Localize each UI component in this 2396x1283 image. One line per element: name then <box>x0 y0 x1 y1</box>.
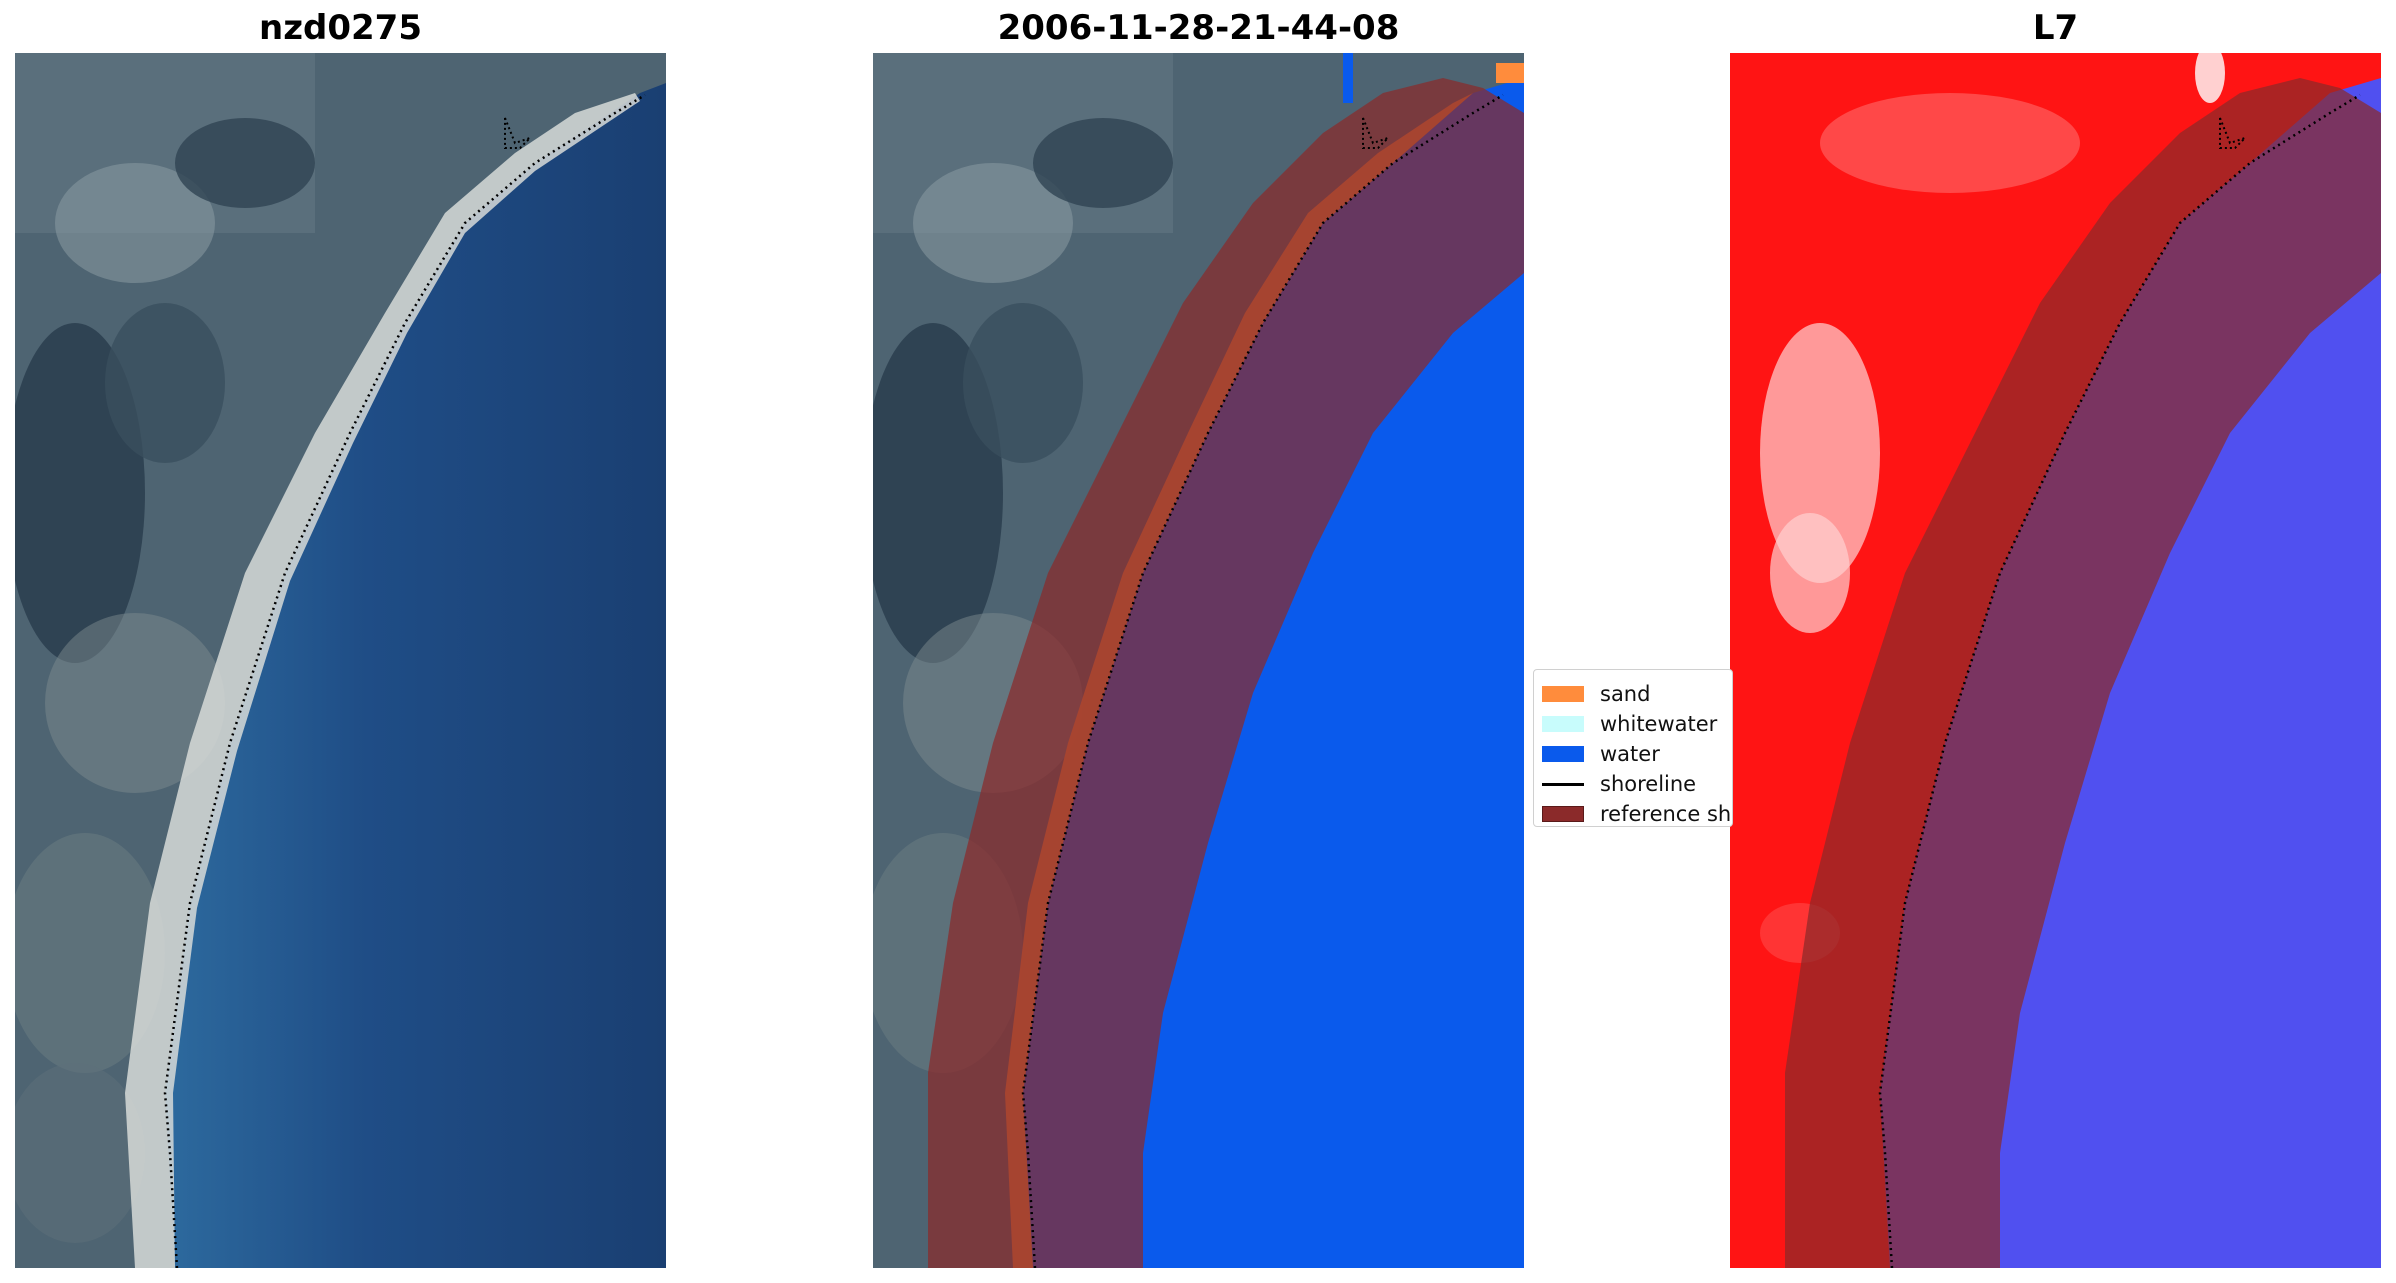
legend-swatch-whitewater <box>1542 716 1584 732</box>
classified-image <box>873 53 1524 1268</box>
legend-swatch-sand <box>1542 686 1584 702</box>
legend-item-reference-shoreline: reference sh <box>1542 800 1732 826</box>
rgb-image-panel <box>15 53 666 1268</box>
legend-label-reference-shoreline: reference sh <box>1600 802 1732 826</box>
panel-title-index: L7 <box>2032 8 2079 48</box>
legend-item-whitewater: whitewater <box>1542 710 1717 738</box>
legend-label-whitewater: whitewater <box>1600 712 1718 736</box>
legend-swatch-reference-shoreline <box>1542 806 1584 822</box>
legend-item-water: water <box>1542 740 1660 768</box>
legend-swatch-water <box>1542 746 1584 762</box>
legend-line-shoreline <box>1542 782 1584 786</box>
legend-item-shoreline: shoreline <box>1542 770 1696 798</box>
panel-title-rgb: nzd0275 <box>259 8 422 48</box>
legend-label-water: water <box>1600 742 1660 766</box>
legend: sand whitewater water shoreline referenc… <box>1533 669 1733 827</box>
panel-title-classified: 2006-11-28-21-44-08 <box>997 8 1400 48</box>
index-image-panel <box>1730 53 2381 1268</box>
index-image <box>1730 53 2381 1268</box>
classified-image-panel <box>873 53 1524 1268</box>
rgb-image <box>15 53 666 1268</box>
legend-item-sand: sand <box>1542 680 1650 708</box>
legend-label-sand: sand <box>1600 682 1651 706</box>
legend-label-shoreline: shoreline <box>1600 772 1697 796</box>
